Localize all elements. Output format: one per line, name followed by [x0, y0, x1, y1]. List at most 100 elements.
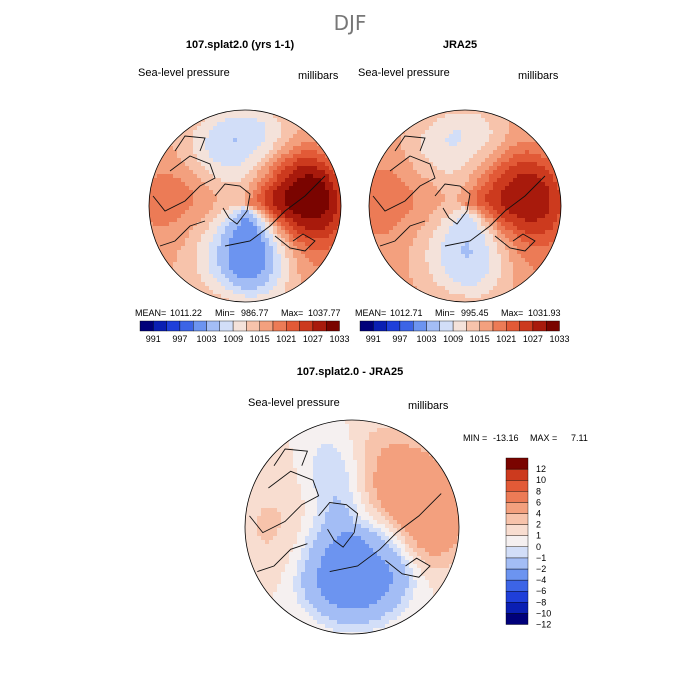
field-cell [197, 138, 202, 143]
field-cell [301, 266, 306, 271]
field-cell [301, 484, 306, 489]
field-cell [453, 294, 458, 299]
field-cell [489, 210, 494, 215]
field-cell [161, 186, 166, 191]
field-cell [273, 166, 278, 171]
field-cell [493, 246, 498, 251]
field-cell [421, 294, 426, 299]
field-cell [181, 146, 186, 151]
field-cell [253, 174, 258, 179]
field-cell [249, 142, 254, 147]
field-cell [389, 452, 394, 457]
field-cell [301, 500, 306, 505]
colorbar-swatch [546, 320, 560, 332]
field-cell [365, 468, 370, 473]
field-cell [429, 460, 434, 465]
field-cell [169, 262, 174, 267]
field-cell [233, 262, 238, 267]
field-cell [245, 290, 250, 295]
field-cell [453, 222, 458, 227]
field-cell [325, 198, 330, 203]
field-cell [245, 150, 250, 155]
field-cell [333, 420, 338, 425]
field-cell [369, 464, 374, 469]
field-cell [553, 218, 558, 223]
field-cell [293, 500, 298, 505]
field-cell [477, 150, 482, 155]
field-cell [425, 460, 430, 465]
field-cell [509, 142, 514, 147]
field-cell [193, 238, 198, 243]
field-cell [281, 508, 286, 513]
field-cell [269, 134, 274, 139]
field-cell [313, 432, 318, 437]
field-cell [409, 460, 414, 465]
field-cell [553, 190, 558, 195]
field-cell [209, 270, 214, 275]
field-cell [173, 218, 178, 223]
field-cell [405, 468, 410, 473]
field-cell [381, 468, 386, 473]
field-cell [265, 496, 270, 501]
field-cell [313, 174, 318, 179]
field-cell [293, 138, 298, 143]
field-cell [421, 440, 426, 445]
field-cell [313, 512, 318, 517]
field-cell [313, 166, 318, 171]
field-cell [517, 262, 522, 267]
field-cell [253, 126, 258, 131]
field-cell [229, 266, 234, 271]
field-cell [493, 126, 498, 131]
field-cell [469, 122, 474, 127]
field-cell [313, 158, 318, 163]
field-cell [481, 278, 486, 283]
field-cell [165, 266, 170, 271]
field-cell [373, 460, 378, 465]
field-cell [405, 456, 410, 461]
field-cell [297, 142, 302, 147]
field-cell [193, 126, 198, 131]
field-cell [437, 472, 442, 477]
field-cell [205, 158, 210, 163]
colorbar-tick-label: 1003 [196, 334, 216, 344]
field-cell [461, 270, 466, 275]
field-cell [489, 274, 494, 279]
field-cell [377, 472, 382, 477]
field-cell [213, 166, 218, 171]
field-cell [285, 126, 290, 131]
field-cell [377, 452, 382, 457]
field-cell [493, 118, 498, 123]
field-cell [509, 206, 514, 211]
field-cell [461, 278, 466, 283]
field-cell [437, 496, 442, 501]
field-cell [529, 214, 534, 219]
field-cell [309, 166, 314, 171]
field-cell [221, 154, 226, 159]
field-cell [405, 464, 410, 469]
field-cell [205, 190, 210, 195]
field-cell [417, 190, 422, 195]
field-cell [381, 222, 386, 227]
field-cell [173, 258, 178, 263]
field-cell [273, 270, 278, 275]
field-cell [321, 198, 326, 203]
field-cell [253, 480, 258, 485]
field-cell [469, 142, 474, 147]
field-cell [225, 114, 230, 119]
field-cell [209, 230, 214, 235]
field-cell [413, 452, 418, 457]
field-cell [305, 492, 310, 497]
field-cell [505, 158, 510, 163]
field-cell [201, 238, 206, 243]
field-cell [241, 142, 246, 147]
field-cell [289, 130, 294, 135]
field-cell [413, 480, 418, 485]
field-cell [309, 234, 314, 239]
field-cell [229, 286, 234, 291]
field-cell [381, 476, 386, 481]
field-cell [389, 262, 394, 267]
field-cell [501, 282, 506, 287]
field-cell [325, 428, 330, 433]
field-cell [389, 182, 394, 187]
field-cell [461, 166, 466, 171]
